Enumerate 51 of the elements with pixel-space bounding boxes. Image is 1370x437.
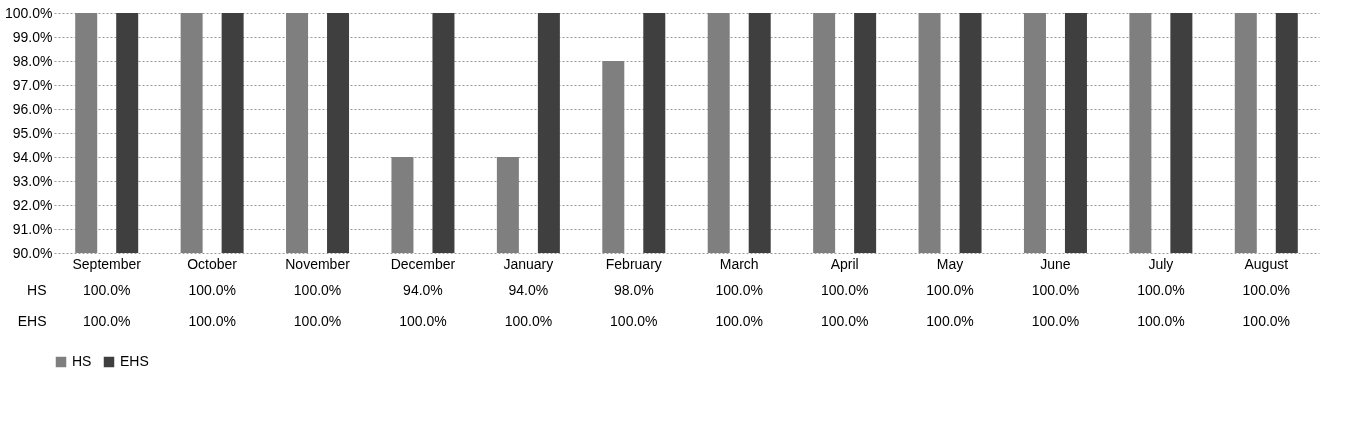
y-tick-label: 96.0% (12, 100, 53, 117)
y-tick-label: 99.0% (12, 28, 53, 45)
data-label: 100.0% (926, 312, 974, 329)
x-tick-label: April (830, 255, 859, 272)
data-label: 100.0% (1031, 312, 1080, 329)
y-tick-label: 94.0% (12, 148, 53, 165)
x-tick-label: February (605, 255, 662, 272)
text: HS (27, 282, 47, 298)
data-label: 100.0% (1137, 281, 1185, 298)
y-tick-label: 92.0% (12, 196, 53, 213)
x-tick-label: December (390, 255, 456, 272)
data-label: 100.0% (715, 281, 763, 298)
x-tick-label: June (1040, 255, 1071, 272)
data-label: 100.0% (82, 281, 131, 298)
y-tick-label: 93.0% (12, 172, 53, 189)
x-tick-label: November (285, 255, 351, 272)
data-label: 100.0% (188, 312, 236, 329)
y-tick-label: 97.0% (12, 76, 53, 93)
data-label: 100.0% (399, 312, 447, 329)
y-tick-label: 98.0% (12, 52, 53, 69)
data-label: 98.0% (613, 281, 654, 298)
x-tick-label: May (936, 255, 964, 272)
x-tick-label: July (1148, 255, 1174, 272)
data-label: 100.0% (1031, 281, 1080, 298)
data-label: 100.0% (610, 312, 658, 329)
y-tick-label: 100.0% (5, 4, 53, 21)
data-label: 100.0% (504, 312, 553, 329)
data-label: 100.0% (293, 312, 342, 329)
data-label: 100.0% (715, 312, 763, 329)
y-tick-label: 90.0% (12, 244, 53, 261)
x-tick-label: January (503, 255, 554, 272)
x-tick-label: March (719, 255, 759, 272)
data-label: 100.0% (293, 281, 342, 298)
y-tick-label: 91.0% (12, 220, 53, 237)
x-tick-label: September (72, 255, 142, 272)
legend-label: EHS (120, 353, 149, 369)
x-tick-label: August (1244, 255, 1289, 272)
x-tick-label: October (187, 255, 238, 272)
data-label: 100.0% (1137, 312, 1185, 329)
data-label: 100.0% (820, 312, 869, 329)
data-label: 100.0% (188, 281, 236, 298)
data-label: 100.0% (1242, 312, 1291, 329)
data-label: 94.0% (508, 281, 549, 298)
data-label: 100.0% (82, 312, 131, 329)
legend-label: HS (72, 353, 92, 369)
data-label: 100.0% (926, 281, 974, 298)
y-tick-label: 95.0% (12, 124, 53, 141)
data-label: 100.0% (1242, 281, 1291, 298)
data-label: 94.0% (403, 281, 443, 298)
text: EHS (17, 313, 47, 329)
data-label: 100.0% (820, 281, 869, 298)
